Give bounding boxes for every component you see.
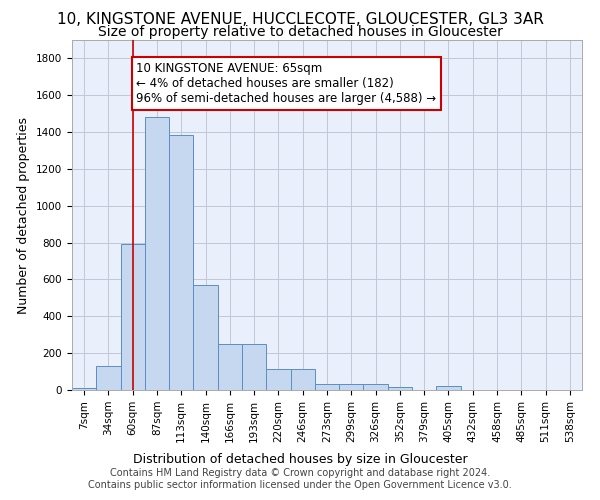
Text: 10, KINGSTONE AVENUE, HUCCLECOTE, GLOUCESTER, GL3 3AR: 10, KINGSTONE AVENUE, HUCCLECOTE, GLOUCE… [56, 12, 544, 28]
Bar [96, 366, 121, 390]
Bar [145, 118, 169, 390]
Bar [339, 384, 364, 390]
Bar [193, 285, 218, 390]
Text: Contains HM Land Registry data © Crown copyright and database right 2024.
Contai: Contains HM Land Registry data © Crown c… [88, 468, 512, 490]
Bar [72, 388, 96, 390]
Bar [388, 387, 412, 390]
Bar [364, 384, 388, 390]
Bar [218, 344, 242, 390]
Text: 10 KINGSTONE AVENUE: 65sqm
← 4% of detached houses are smaller (182)
96% of semi: 10 KINGSTONE AVENUE: 65sqm ← 4% of detac… [136, 62, 436, 105]
Bar [169, 135, 193, 390]
Bar [266, 369, 290, 390]
Bar [315, 384, 339, 390]
Bar [242, 344, 266, 390]
Bar [121, 244, 145, 390]
Bar [290, 369, 315, 390]
Text: Distribution of detached houses by size in Gloucester: Distribution of detached houses by size … [133, 452, 467, 466]
Bar [436, 386, 461, 390]
Y-axis label: Number of detached properties: Number of detached properties [17, 116, 31, 314]
Text: Size of property relative to detached houses in Gloucester: Size of property relative to detached ho… [98, 25, 502, 39]
